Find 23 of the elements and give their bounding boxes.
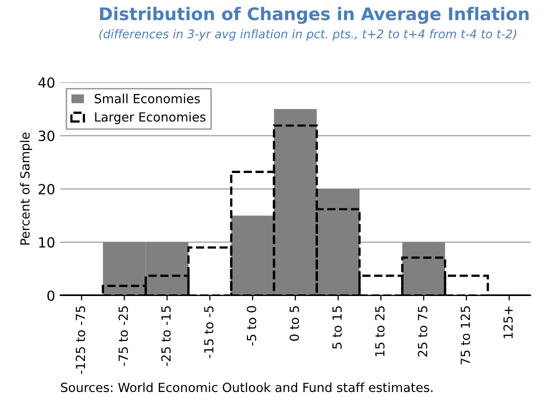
y-tick-label: 40 [38,77,54,88]
x-tick-label: 15 to 25 [375,306,385,356]
x-tick-label: -125 to -75 [76,306,86,374]
chart-subtitle: (differences in 3-yr avg inflation in pct. pts., t+2 to t+4 from t-4 to t-2) [99,29,516,41]
bar [402,242,446,296]
y-tick-label: 0 [47,290,54,301]
x-tick-label: 25 to 75 [418,306,428,357]
legend-label: Larger Economies [95,112,206,124]
legend-label: Small Economies [94,94,200,104]
x-tick-label: -5 to 0 [246,306,256,346]
x-tick-label: 0 to 5 [290,306,300,341]
x-tick-label: 75 to 125 [460,306,470,364]
x-tick-label: -25 to -15 [161,306,171,366]
chart-title: Distribution of Changes in Average Inflation [100,6,529,24]
source-note: Sources: World Economic Outlook and Fund staff estimates. [60,382,432,392]
y-tick-label: 10 [39,237,54,248]
x-tick-label: 5 to 15 [332,306,342,349]
y-tick-label: 30 [38,130,54,142]
x-tick-label: -15 to -5 [204,306,214,358]
y-axis-title: Percent of Sample [20,132,32,245]
y-tick-label: 20 [38,184,54,194]
x-tick-label: 125+ [503,306,513,338]
x-tick-label: -75 to -25 [118,306,128,366]
